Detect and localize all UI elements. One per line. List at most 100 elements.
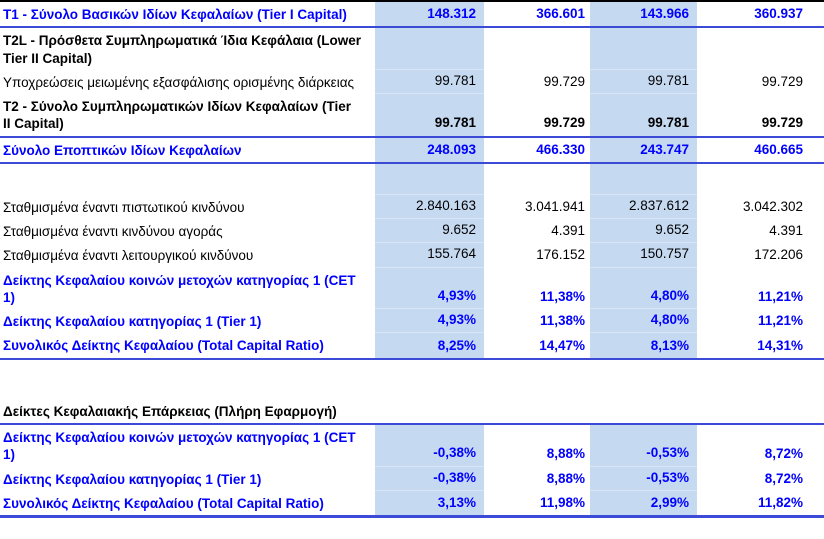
value-cell-col2: 176.152 [536, 247, 585, 263]
row-label: Σύνολο Εποπτικών Ιδίων Κεφαλαίων [3, 142, 242, 158]
value-cell-col4: 11,21% [757, 313, 803, 329]
value-cell-col3: 99.781 [590, 94, 697, 136]
value-cell-col1 [375, 163, 484, 195]
row-label: T2 - Σύνολο Συμπληρωματικών Ιδίων Κεφαλα… [3, 99, 351, 132]
value-cell-col1: 8,25% [375, 333, 484, 358]
value-cell-col3: -0,53% [590, 466, 697, 491]
table-row: Δείκτες Κεφαλαιακής Επάρκειας (Πλήρη Εφα… [0, 397, 824, 425]
table-row: T1 - Σύνολο Βασικών Ιδίων Κεφαλαίων (Tie… [0, 2, 824, 29]
value-cell-col4: 4.391 [769, 223, 803, 239]
table-row: Δείκτης Κεφαλαίου κοινών μετοχών κατηγορ… [0, 424, 824, 467]
row-label: T1 - Σύνολο Βασικών Ιδίων Κεφαλαίων (Tie… [3, 7, 347, 22]
value-cell-col2: 99.729 [543, 73, 585, 89]
value-cell-col1: 148.312 [375, 2, 484, 27]
value-cell-col3 [590, 163, 697, 195]
table-row: Σύνολο Εποπτικών Ιδίων Κεφαλαίων 248.093… [0, 137, 824, 164]
row-label [0, 360, 375, 397]
value-cell-col3 [590, 28, 697, 70]
value-cell-col4: 8,72% [764, 446, 803, 462]
value-cell-col2 [484, 360, 590, 397]
table-row: Συνολικός Δείκτης Κεφαλαίου (Total Capit… [0, 490, 824, 519]
row-label: Δείκτης Κεφαλαίου κατηγορίας 1 (Tier 1) [3, 471, 262, 487]
value-cell-col1: 2.840.163 [375, 194, 484, 220]
value-cell-col2: 4.391 [551, 223, 585, 239]
row-label: Σταθμισμένα έναντι κινδύνου αγοράς [3, 224, 223, 240]
value-cell-col2: 8,88% [546, 446, 585, 462]
table-row: T2L - Πρόσθετα Συμπληρωματικά Ίδια Κεφάλ… [0, 28, 824, 70]
value-cell-col3: 4,80% [590, 309, 697, 334]
table-body: T1 - Σύνολο Βασικών Ιδίων Κεφαλαίων (Tie… [0, 2, 824, 519]
value-cell-col2: 466.330 [536, 141, 585, 157]
value-cell-col4: 172.206 [754, 247, 803, 263]
value-cell-col4 [697, 360, 824, 397]
value-cell-col2: 11,38% [539, 289, 585, 304]
row-label: Σταθμισμένα έναντι λειτουργικού κινδύνου [3, 248, 254, 264]
value-cell-col2: 11,38% [539, 313, 585, 329]
value-cell-col2: 14,47% [539, 337, 585, 353]
value-cell-col4: 11,82% [757, 494, 803, 510]
value-cell-col1: -0,38% [375, 424, 484, 467]
value-cell-col1: -0,38% [375, 466, 484, 491]
value-cell-col4: 11,21% [757, 289, 803, 304]
row-label: T2L - Πρόσθετα Συμπληρωματικά Ίδια Κεφάλ… [3, 33, 361, 66]
table-row: Σταθμισμένα έναντι πιστωτικού κινδύνου 2… [0, 194, 824, 220]
value-cell-col4 [697, 164, 824, 195]
table-row: Σταθμισμένα έναντι λειτουργικού κινδύνου… [0, 243, 824, 268]
value-cell-col4: 360.937 [754, 6, 803, 22]
value-cell-col1: 3,13% [375, 490, 484, 516]
value-cell-col1: 4,93% [375, 309, 484, 334]
row-label: Υποχρεώσεις μειωμένης εξασφάλισης ορισμέ… [3, 74, 354, 90]
value-cell-col1: 4,93% [375, 267, 484, 310]
value-cell-col4 [697, 28, 824, 70]
row-label: Δείκτης Κεφαλαίου κοινών μετοχών κατηγορ… [3, 272, 356, 305]
value-cell-col3: 2,99% [590, 490, 697, 516]
table-row: Σταθμισμένα έναντι κινδύνου αγοράς 9.652… [0, 219, 824, 244]
row-label: Δείκτης Κεφαλαίου κατηγορίας 1 (Tier 1) [3, 314, 262, 330]
value-cell-col2: 11,98% [539, 494, 585, 510]
value-cell-col3: 99.781 [590, 69, 697, 95]
value-cell-col4 [697, 397, 824, 423]
value-cell-col3: -0,53% [590, 424, 697, 467]
table-row: Υποχρεώσεις μειωμένης εξασφάλισης ορισμέ… [0, 69, 824, 95]
row-label: Δείκτες Κεφαλαιακής Επάρκειας (Πλήρη Εφα… [3, 403, 337, 419]
table-row: T2 - Σύνολο Συμπληρωματικών Ιδίων Κεφαλα… [0, 94, 824, 138]
row-label [0, 164, 375, 195]
value-cell-col2: 8,88% [546, 470, 585, 486]
value-cell-col1 [375, 397, 484, 423]
value-cell-col2: 366.601 [536, 6, 585, 22]
value-cell-col4: 460.665 [754, 141, 803, 157]
row-label: Δείκτης Κεφαλαίου κοινών μετοχών κατηγορ… [3, 429, 356, 463]
value-cell-col4: 8,72% [764, 470, 803, 486]
value-cell-col4: 3.042.302 [742, 198, 803, 214]
value-cell-col2 [484, 164, 590, 195]
value-cell-col1: 99.781 [375, 69, 484, 95]
value-cell-col3: 143.966 [590, 2, 697, 27]
row-label: Σταθμισμένα έναντι πιστωτικού κινδύνου [3, 199, 245, 215]
table-row: Δείκτης Κεφαλαίου κατηγορίας 1 (Tier 1) … [0, 309, 824, 334]
table-row [0, 163, 824, 195]
value-cell-col1: 248.093 [375, 137, 484, 162]
value-cell-col3: 8,13% [590, 333, 697, 358]
value-cell-col3: 4,80% [590, 267, 697, 310]
value-cell-col3: 9.652 [590, 219, 697, 244]
value-cell-col1 [375, 28, 484, 70]
value-cell-col1: 9.652 [375, 219, 484, 244]
value-cell-col1: 155.764 [375, 243, 484, 268]
value-cell-col3 [590, 397, 697, 423]
table-row: Δείκτης Κεφαλαίου κατηγορίας 1 (Tier 1) … [0, 466, 824, 491]
value-cell-col3: 2.837.612 [590, 194, 697, 220]
value-cell-col2: 3.041.941 [524, 198, 585, 214]
value-cell-col4: 99.729 [761, 115, 803, 131]
value-cell-col2: 99.729 [543, 115, 585, 131]
value-cell-col4: 14,31% [757, 337, 803, 353]
value-cell-col2 [484, 28, 590, 70]
value-cell-col1 [375, 360, 484, 397]
value-cell-col3: 243.747 [590, 137, 697, 162]
value-cell-col2 [484, 397, 590, 423]
value-cell-col3: 150.757 [590, 243, 697, 268]
value-cell-col4: 99.729 [761, 73, 803, 89]
table-row: Συνολικός Δείκτης Κεφαλαίου (Total Capit… [0, 333, 824, 360]
row-label: Συνολικός Δείκτης Κεφαλαίου (Total Capit… [3, 338, 324, 354]
table-row [0, 360, 824, 397]
